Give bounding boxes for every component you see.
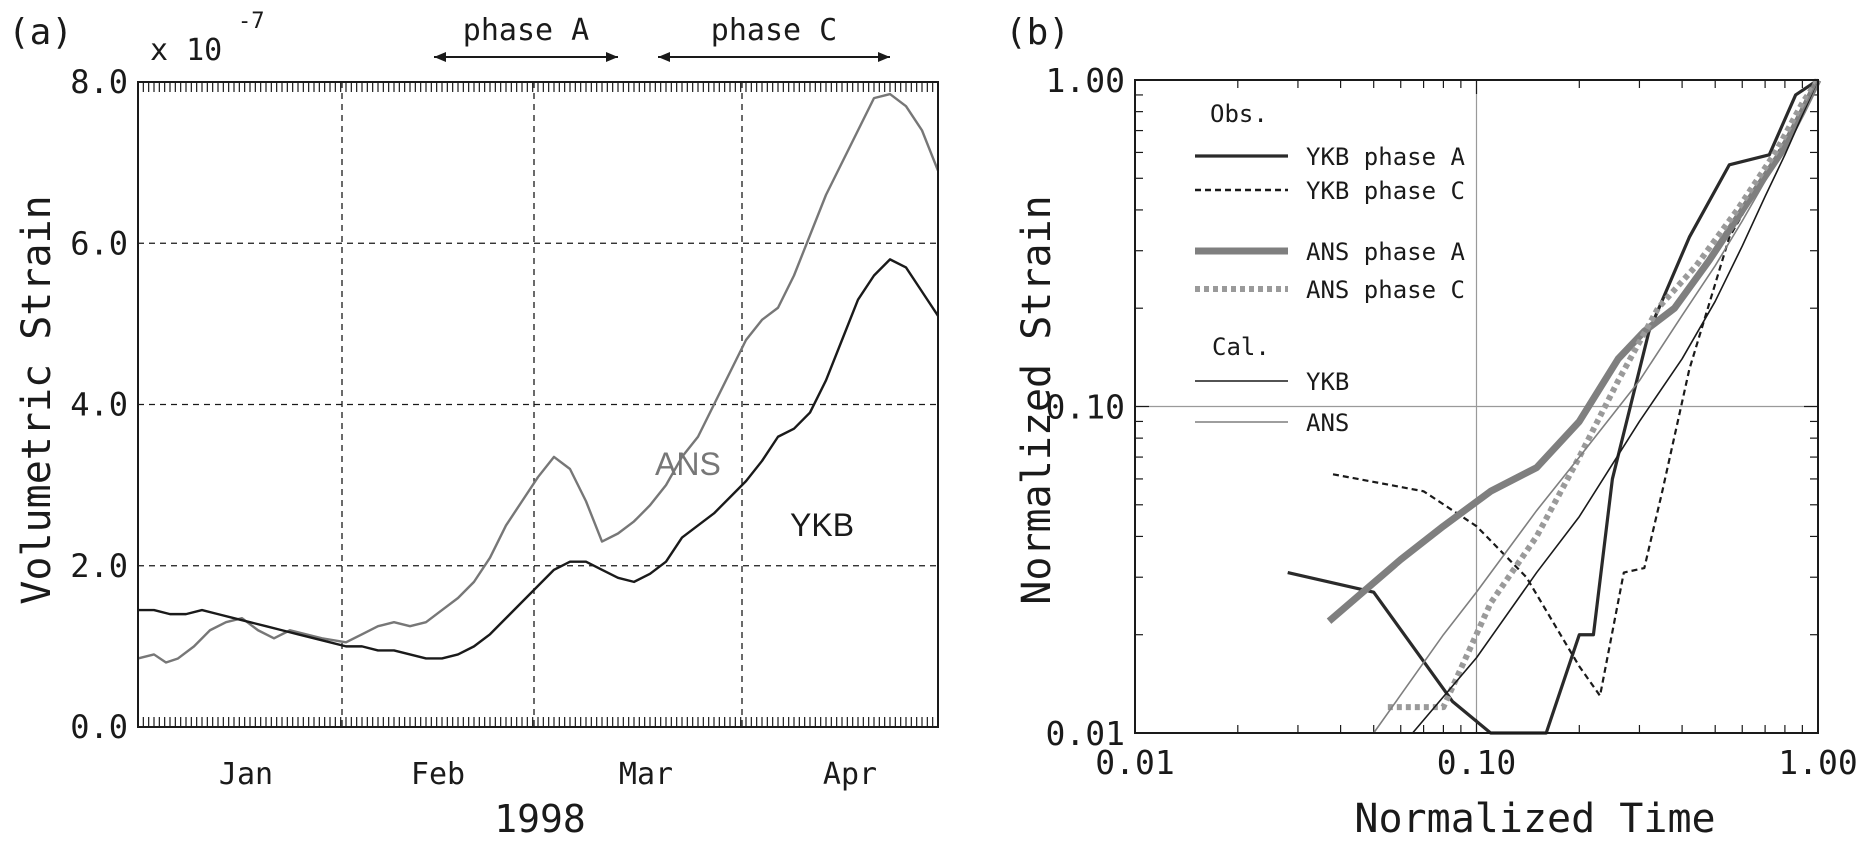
x-axis-title: Normalized Time <box>1354 796 1715 842</box>
phase-label: phase A <box>463 13 589 48</box>
legend-entry-label: YKB phase C <box>1306 177 1465 205</box>
plot-frame <box>137 81 939 728</box>
y-tick-label: 0.01 <box>1046 714 1125 753</box>
legend-entry-label: YKB phase A <box>1306 143 1465 171</box>
series-label-ans: ANS <box>655 446 721 482</box>
panel-a: (a) x 10 -7 Volumetric Strain 1998 0.0 2.… <box>8 9 940 841</box>
legend-entry-label: ANS <box>1306 409 1349 437</box>
series-line-ykb-phase-a <box>1287 78 1819 735</box>
grid <box>1135 80 1818 733</box>
phase-annotations: phase A phase C <box>434 13 890 62</box>
x-tick-label: Apr <box>823 757 877 792</box>
y-tick-label: 2.0 <box>70 547 128 585</box>
series-label-ykb: YKB <box>790 507 854 543</box>
y-tick-label: 0.10 <box>1046 388 1125 427</box>
y-axis-title: Normalized Strain <box>1014 195 1060 604</box>
series-lines <box>1287 78 1822 735</box>
y-multiplier-exponent: -7 <box>238 9 265 34</box>
legend-entry-label: YKB <box>1306 368 1349 396</box>
phase-arrowhead <box>878 52 890 62</box>
y-tick-label: 0.0 <box>70 708 128 746</box>
series-line-ykb <box>1412 79 1819 734</box>
legend-header-cal: Cal. <box>1212 333 1270 361</box>
x-tick-label: Jan <box>219 757 273 792</box>
panel-b: (b) Normalized Strain Normalized Time 0.… <box>1005 12 1858 842</box>
series-line-ykb <box>138 258 940 660</box>
x-tick-label: 0.01 <box>1095 743 1174 782</box>
legend-entry-label: ANS phase A <box>1306 238 1465 266</box>
grid <box>138 82 938 727</box>
tick-marks <box>1134 80 1818 734</box>
y-tick-label: 8.0 <box>70 63 128 101</box>
y-axis-title: Volumetric Strain <box>14 195 60 604</box>
series-lines <box>137 92 940 664</box>
x-tick-label: 0.10 <box>1437 743 1516 782</box>
x-tick-labels: Jan Feb Mar Apr <box>219 757 877 792</box>
x-tick-label: Mar <box>619 757 673 792</box>
series-line-ykb-phase-c <box>1332 79 1819 697</box>
x-tick-label: Feb <box>411 757 465 792</box>
y-tick-label: 6.0 <box>70 224 128 262</box>
tick-marks <box>137 82 939 727</box>
y-multiplier-label: x 10 <box>150 33 222 68</box>
phase-label: phase C <box>711 13 837 48</box>
panel-b-label: (b) <box>1005 12 1070 53</box>
y-tick-labels: 0.01 0.10 1.00 <box>1046 61 1125 753</box>
y-tick-label: 1.00 <box>1046 61 1125 100</box>
series-line-ans-phase-c <box>1387 78 1821 711</box>
legend-header-obs: Obs. <box>1210 100 1268 128</box>
x-tick-label: 1.00 <box>1778 743 1857 782</box>
series-line-ans <box>1373 79 1819 734</box>
y-tick-label: 4.0 <box>70 386 128 424</box>
phase-arrowhead <box>658 52 670 62</box>
series-line-ans <box>137 92 940 664</box>
y-tick-labels: 0.0 2.0 4.0 6.0 8.0 <box>70 63 128 746</box>
x-tick-labels: 0.01 0.10 1.00 <box>1095 743 1857 782</box>
legend-entry-label: ANS phase C <box>1306 276 1465 304</box>
panel-a-label: (a) <box>8 12 73 53</box>
phase-arrowhead <box>434 52 446 62</box>
phase-arrowhead <box>606 52 618 62</box>
legend: Obs. YKB phase A YKB phase C ANS phase A ANS… <box>1195 100 1465 437</box>
plot-frame <box>1134 79 1819 734</box>
x-axis-title: 1998 <box>494 797 586 841</box>
